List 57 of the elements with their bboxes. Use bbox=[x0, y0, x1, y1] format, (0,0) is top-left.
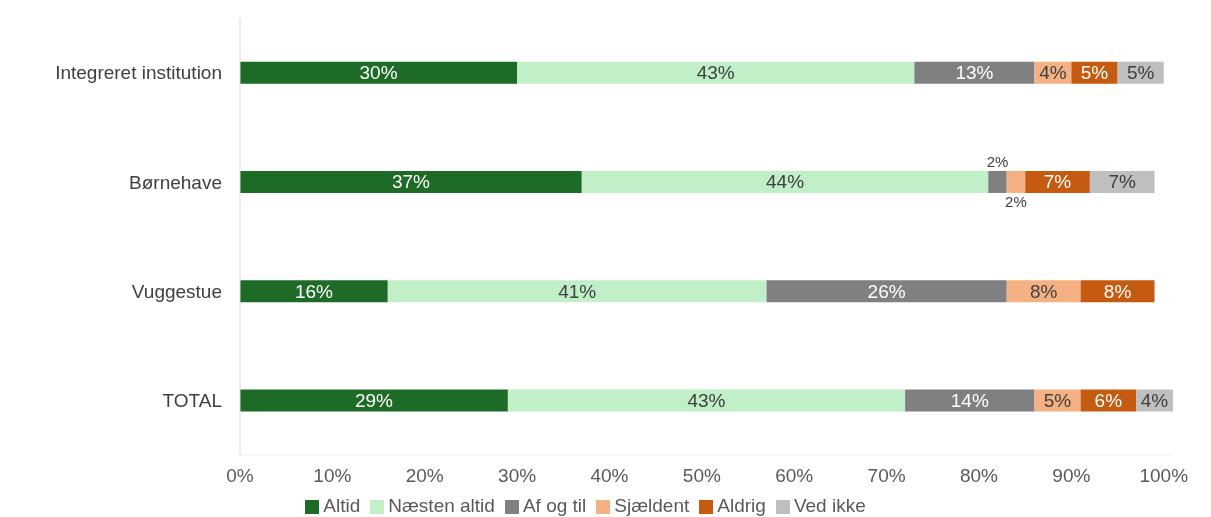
data-label: 4% bbox=[1140, 389, 1169, 411]
data-label: 2% bbox=[1005, 193, 1027, 211]
data-label: 16% bbox=[294, 280, 334, 302]
bar bbox=[988, 170, 1007, 193]
bar bbox=[766, 280, 1007, 303]
data-label: 4% bbox=[1039, 62, 1067, 84]
legend-label: Altid bbox=[323, 495, 361, 516]
x-tick-label: 0% bbox=[226, 465, 254, 487]
y-tick-label: Børnehave bbox=[129, 171, 222, 193]
data-label: 5% bbox=[1080, 62, 1109, 84]
legend-label: Aldrig bbox=[717, 495, 766, 516]
data-label: 8% bbox=[1103, 280, 1132, 302]
data-label: 7% bbox=[1043, 171, 1072, 193]
bar bbox=[507, 389, 906, 412]
data-label: 13% bbox=[955, 62, 994, 84]
bar bbox=[517, 61, 915, 84]
data-label: 14% bbox=[950, 389, 989, 411]
x-tick-label: 30% bbox=[498, 465, 537, 487]
bar bbox=[240, 280, 388, 303]
x-tick-label: 20% bbox=[405, 465, 444, 487]
bar bbox=[914, 61, 1035, 84]
legend-label: Næsten altid bbox=[388, 495, 495, 516]
bar bbox=[1006, 170, 1026, 193]
data-label: 29% bbox=[354, 389, 394, 411]
data-label: 26% bbox=[867, 280, 906, 302]
data-label: 7% bbox=[1108, 171, 1137, 193]
data-label: 44% bbox=[766, 171, 805, 193]
x-tick-label: 40% bbox=[590, 465, 629, 487]
legend-label: Af og til bbox=[522, 495, 587, 516]
data-label: 2% bbox=[986, 153, 1009, 171]
x-tick-label: 10% bbox=[313, 465, 352, 487]
data-label: 6% bbox=[1094, 389, 1123, 411]
bar bbox=[240, 389, 508, 412]
y-tick-label: TOTAL bbox=[162, 390, 222, 412]
bar bbox=[905, 389, 1035, 412]
legend-label: Ved ikke bbox=[793, 495, 866, 516]
data-label: 5% bbox=[1126, 62, 1155, 84]
x-tick-label: 60% bbox=[775, 465, 814, 487]
x-tick-label: 50% bbox=[682, 465, 721, 487]
bar bbox=[240, 61, 518, 84]
x-tick-label: 100% bbox=[1139, 465, 1189, 487]
data-label: 5% bbox=[1043, 389, 1072, 411]
data-label: 37% bbox=[391, 171, 431, 193]
data-label: 43% bbox=[687, 389, 726, 411]
data-label: 8% bbox=[1029, 280, 1058, 302]
x-tick-label: 80% bbox=[959, 465, 999, 487]
y-tick-label: Integreret institution bbox=[55, 62, 222, 84]
bar bbox=[387, 280, 767, 303]
legend-label: Sjældent bbox=[614, 495, 690, 516]
data-label: 30% bbox=[359, 62, 398, 84]
bar bbox=[581, 170, 989, 193]
data-label: 43% bbox=[696, 62, 735, 84]
y-tick-label: Vuggestue bbox=[131, 280, 222, 302]
x-tick-label: 90% bbox=[1052, 465, 1091, 487]
data-label: 41% bbox=[558, 280, 597, 302]
x-tick-label: 70% bbox=[867, 465, 906, 487]
bar bbox=[240, 170, 582, 193]
